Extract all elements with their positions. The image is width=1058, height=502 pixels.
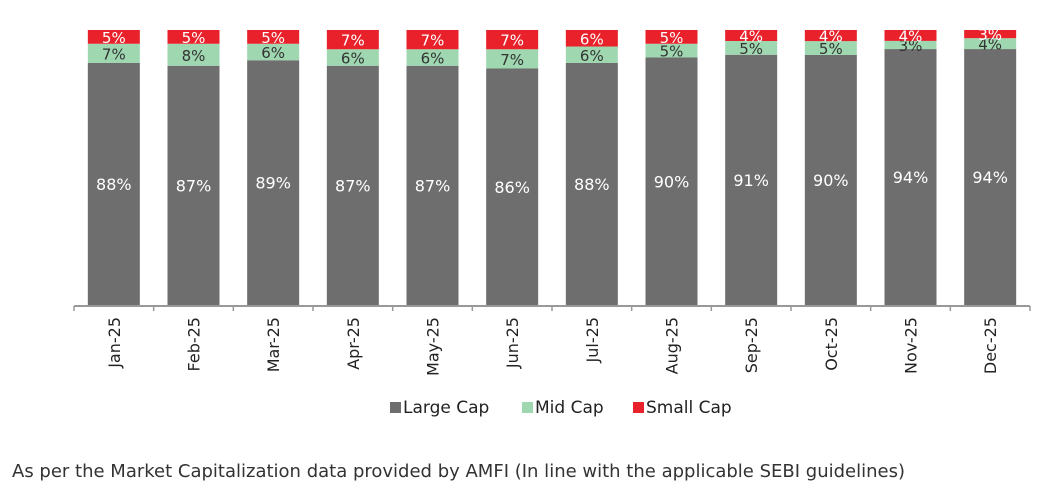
bar-mid-cap-aug-25 xyxy=(645,43,698,58)
data-label: 6% xyxy=(261,44,285,62)
data-label: 5% xyxy=(261,29,285,47)
bar-small-cap-may-25 xyxy=(406,30,459,50)
stacked-bar-chart: 88%7%5%87%8%5%89%6%5%87%6%7%87%6%7%86%7%… xyxy=(73,26,1031,418)
data-label: 7% xyxy=(421,32,445,50)
bar-small-cap-oct-25 xyxy=(804,30,857,42)
legend: Large Cap Mid Cap Small Cap xyxy=(390,398,732,418)
x-tick-label: Oct-25 xyxy=(822,317,841,371)
bar-mid-cap-dec-25 xyxy=(964,38,1017,50)
bar-small-cap-jul-25 xyxy=(565,30,618,47)
x-tick-label: Feb-25 xyxy=(185,317,204,371)
data-label: 88% xyxy=(574,175,610,194)
bar-mid-cap-jan-25 xyxy=(87,43,140,63)
data-label: 90% xyxy=(654,172,690,191)
data-label: 4% xyxy=(978,36,1002,54)
data-label: 94% xyxy=(893,168,929,187)
data-label: 4% xyxy=(739,28,763,46)
legend-label: Large Cap xyxy=(403,398,489,418)
data-label: 5% xyxy=(102,29,126,47)
footnote: As per the Market Capitalization data pr… xyxy=(12,461,905,482)
data-label: 5% xyxy=(819,40,843,58)
data-label: 7% xyxy=(500,51,524,69)
x-axis: Jan-25 Feb-25 Mar-25 Apr-25 May-25 Jun-25 Jul-… xyxy=(73,305,1031,376)
x-tick-label: Nov-25 xyxy=(902,317,921,374)
legend-swatch-large-cap xyxy=(390,402,401,413)
x-tick-label: Sep-25 xyxy=(742,317,761,373)
legend-label: Mid Cap xyxy=(535,398,604,418)
data-label: 87% xyxy=(335,176,371,195)
bar-mid-cap-apr-25 xyxy=(326,49,379,66)
bar-small-cap-jun-25 xyxy=(486,30,539,50)
x-tick-label: Jun-25 xyxy=(503,317,522,369)
data-label: 6% xyxy=(421,50,445,68)
data-label: 7% xyxy=(341,32,365,50)
data-label: 89% xyxy=(255,174,291,193)
bar-small-cap-aug-25 xyxy=(645,30,698,44)
bar-large-cap-jul-25 xyxy=(565,63,618,305)
data-label: 91% xyxy=(733,171,769,190)
bar-large-cap-nov-25 xyxy=(884,49,937,306)
data-label: 94% xyxy=(972,168,1008,187)
data-label: 5% xyxy=(182,29,206,47)
legend-swatch-small-cap xyxy=(633,402,644,413)
bar-small-cap-dec-25 xyxy=(964,30,1017,39)
x-tick-label: Jul-25 xyxy=(583,317,602,363)
x-tick-label: Mar-25 xyxy=(264,317,283,372)
data-label: 5% xyxy=(660,43,684,61)
data-label: 5% xyxy=(660,29,684,47)
bar-large-cap-apr-25 xyxy=(326,65,379,305)
x-tick-label: Apr-25 xyxy=(344,317,363,370)
bar-large-cap-feb-25 xyxy=(167,65,220,305)
bar-large-cap-mar-25 xyxy=(247,60,300,305)
data-label: 90% xyxy=(813,171,849,190)
bar-mid-cap-jul-25 xyxy=(565,46,618,63)
bar-large-cap-sep-25 xyxy=(725,54,778,305)
data-label: 8% xyxy=(182,47,206,65)
bar-small-cap-sep-25 xyxy=(725,30,778,41)
data-label: 88% xyxy=(96,175,132,194)
data-label: 7% xyxy=(500,32,524,50)
bar-small-cap-mar-25 xyxy=(247,30,300,44)
data-label: 7% xyxy=(102,45,126,63)
bar-mid-cap-nov-25 xyxy=(884,40,937,50)
data-label: 3% xyxy=(978,26,1002,44)
bar-large-cap-aug-25 xyxy=(645,57,698,305)
bar-mid-cap-jun-25 xyxy=(486,49,539,69)
bar-small-cap-jan-25 xyxy=(87,30,140,44)
bar-large-cap-jan-25 xyxy=(87,63,140,305)
legend-swatch-mid-cap xyxy=(522,402,533,413)
data-label: 5% xyxy=(739,40,763,58)
bar-mid-cap-oct-25 xyxy=(804,41,857,55)
data-label: 6% xyxy=(341,50,365,68)
bar-small-cap-feb-25 xyxy=(167,30,220,44)
bar-large-cap-dec-25 xyxy=(964,49,1017,306)
bar-mid-cap-may-25 xyxy=(406,49,459,66)
x-tick-label: May-25 xyxy=(424,317,443,376)
data-label: 3% xyxy=(899,37,923,55)
bar-small-cap-nov-25 xyxy=(884,30,937,41)
bar-large-cap-jun-25 xyxy=(486,68,539,305)
x-tick-label: Aug-25 xyxy=(663,317,682,374)
bar-small-cap-apr-25 xyxy=(326,30,379,50)
data-label: 6% xyxy=(580,30,604,48)
data-label: 6% xyxy=(580,47,604,65)
data-label: 4% xyxy=(819,28,843,46)
data-label: 87% xyxy=(176,176,212,195)
legend-label: Small Cap xyxy=(646,398,732,418)
bar-mid-cap-mar-25 xyxy=(247,43,300,61)
x-tick-label: Jan-25 xyxy=(105,317,124,369)
bar-large-cap-oct-25 xyxy=(804,55,857,305)
bar-group: 88%7%5%87%8%5%89%6%5%87%6%7%87%6%7%86%7%… xyxy=(87,26,1017,306)
data-label: 86% xyxy=(494,178,530,197)
bar-mid-cap-sep-25 xyxy=(725,41,778,55)
data-label: 87% xyxy=(415,176,451,195)
data-label: 4% xyxy=(899,27,923,45)
x-tick-label: Dec-25 xyxy=(981,317,1000,374)
bar-large-cap-may-25 xyxy=(406,65,459,305)
bar-mid-cap-feb-25 xyxy=(167,43,220,66)
